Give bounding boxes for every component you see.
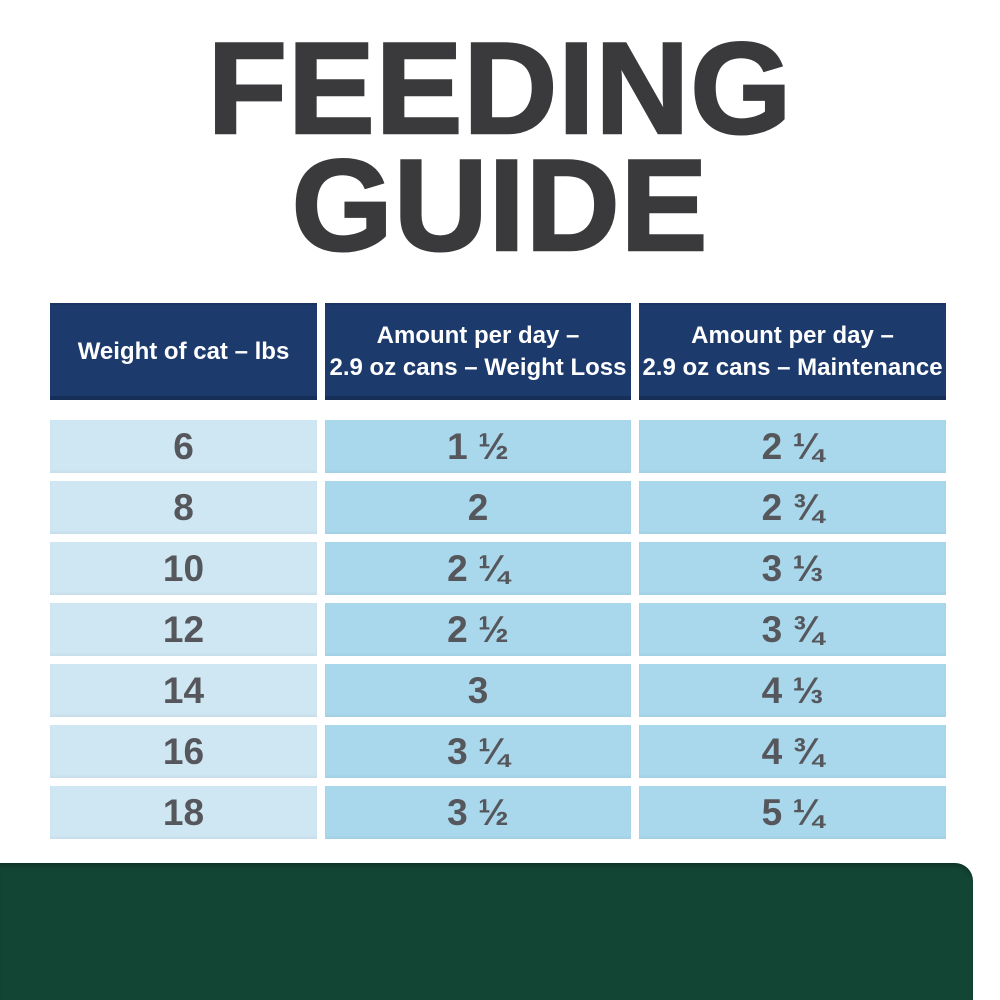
column-header-maintenance: Amount per day – 2.9 oz cans – Maintenan… bbox=[639, 303, 946, 400]
header-line: Weight of cat – lbs bbox=[77, 337, 290, 365]
cell-weight-loss: 2 ½ bbox=[325, 603, 631, 656]
cell-maintenance: 5 ¼ bbox=[639, 786, 946, 839]
page-title: FEEDING GUIDE bbox=[0, 15, 1000, 278]
cell-maintenance: 2 ¾ bbox=[639, 481, 946, 534]
cell-maintenance: 2 ¼ bbox=[639, 420, 946, 473]
cell-weight: 12 bbox=[50, 603, 317, 656]
table-body: 6 1 ½ 2 ¼ 8 2 2 ¾ 10 2 ¼ 3 ⅓ 12 2 ½ 3 ¾ … bbox=[50, 420, 946, 839]
cell-weight: 18 bbox=[50, 786, 317, 839]
column-header-weight-loss: Amount per day – 2.9 oz cans – Weight Lo… bbox=[325, 303, 631, 400]
cell-maintenance: 3 ¾ bbox=[639, 603, 946, 656]
table-header-row: Weight of cat – lbs Amount per day – 2.9… bbox=[50, 303, 946, 400]
cell-weight-loss: 2 ¼ bbox=[325, 542, 631, 595]
cell-weight: 10 bbox=[50, 542, 317, 595]
cell-weight-loss: 3 ¼ bbox=[325, 725, 631, 778]
green-footer-bar bbox=[0, 863, 973, 1000]
cell-weight-loss: 1 ½ bbox=[325, 420, 631, 473]
title-line-2: GUIDE bbox=[290, 132, 709, 278]
cell-weight-loss: 3 ½ bbox=[325, 786, 631, 839]
cell-maintenance: 4 ⅓ bbox=[639, 664, 946, 717]
header-line: 2.9 oz cans – Weight Loss bbox=[329, 353, 627, 381]
header-line: Amount per day – bbox=[691, 321, 894, 349]
cell-weight: 14 bbox=[50, 664, 317, 717]
cell-weight: 16 bbox=[50, 725, 317, 778]
column-header-weight: Weight of cat – lbs bbox=[50, 303, 317, 400]
cell-weight-loss: 2 bbox=[325, 481, 631, 534]
feeding-guide-table: Weight of cat – lbs Amount per day – 2.9… bbox=[50, 303, 946, 839]
cell-weight-loss: 3 bbox=[325, 664, 631, 717]
cell-maintenance: 3 ⅓ bbox=[639, 542, 946, 595]
header-line: 2.9 oz cans – Maintenance bbox=[642, 353, 943, 381]
header-line: Amount per day – bbox=[376, 321, 580, 349]
cell-weight: 8 bbox=[50, 481, 317, 534]
cell-weight: 6 bbox=[50, 420, 317, 473]
title-line-1: FEEDING bbox=[206, 15, 793, 161]
cell-maintenance: 4 ¾ bbox=[639, 725, 946, 778]
